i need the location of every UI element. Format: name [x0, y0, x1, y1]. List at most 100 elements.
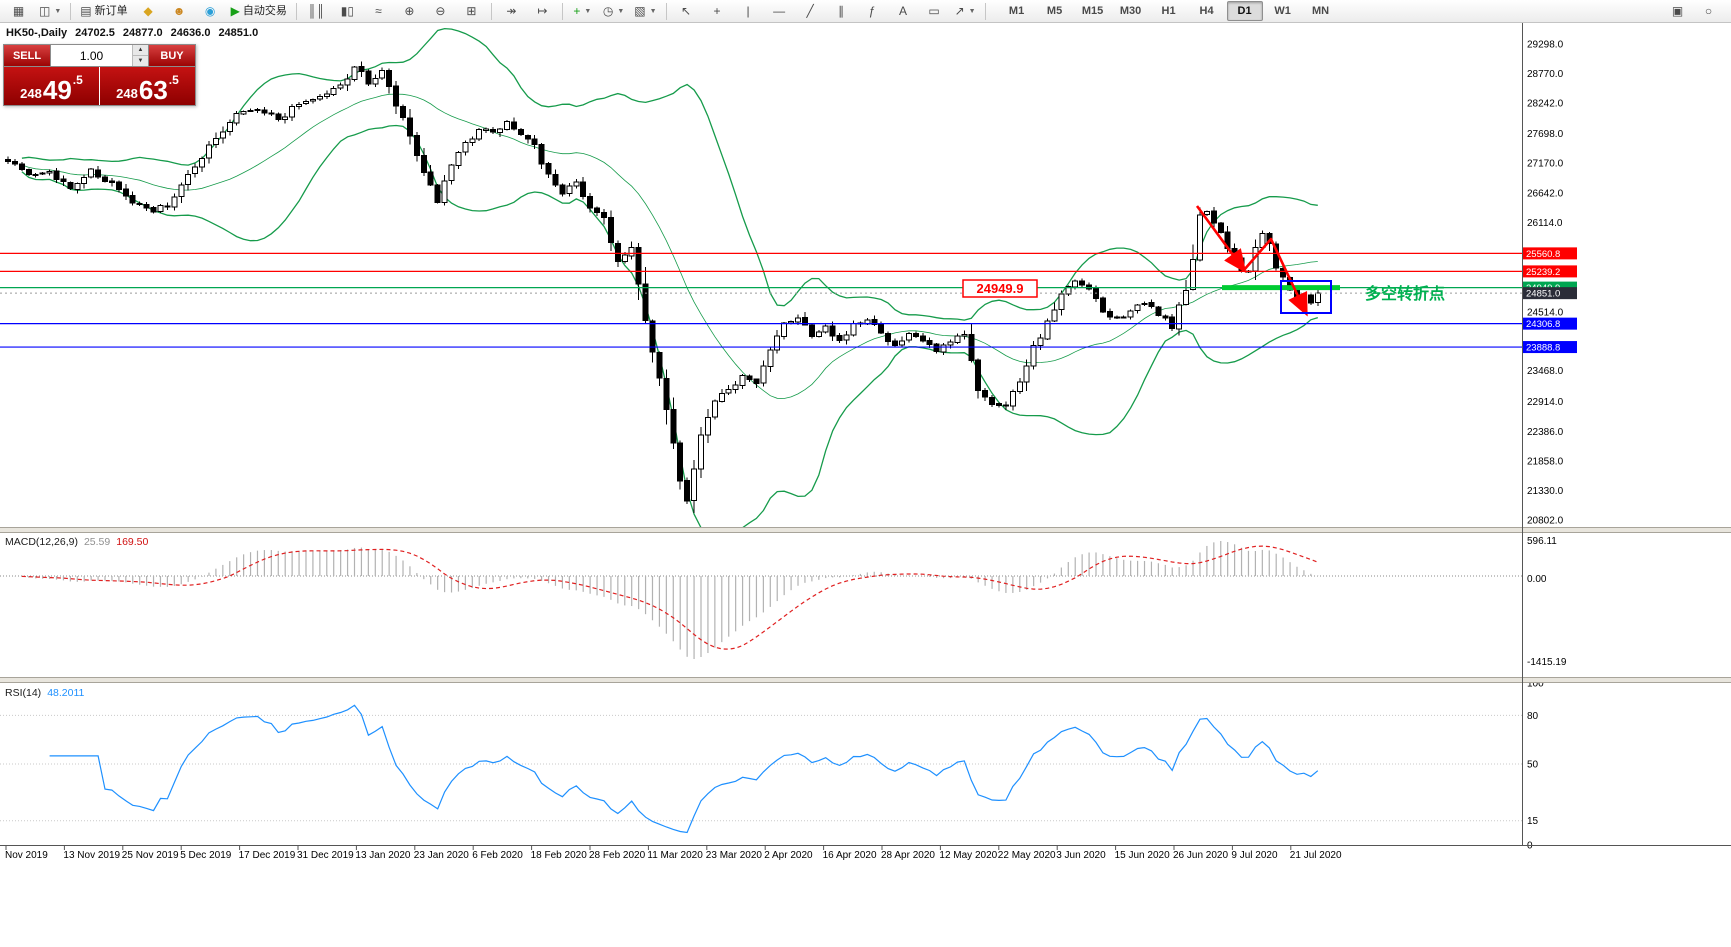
blue-highlight-box[interactable]	[1280, 280, 1332, 314]
lot-size-input[interactable]	[51, 45, 132, 66]
candle-body	[483, 128, 490, 131]
candle-body	[600, 212, 607, 218]
timeframe-M30[interactable]: M30	[1119, 5, 1142, 17]
candle-body	[670, 409, 677, 444]
timeframe-MN[interactable]: MN	[1312, 5, 1330, 17]
trendline-button[interactable]: ╱	[796, 1, 825, 22]
periods-button[interactable]: ◷ ▼	[599, 1, 628, 22]
autotrading-button[interactable]: ▶ 自动交易	[227, 1, 291, 22]
candle-body	[892, 340, 899, 347]
candlestick-chart-icon: ▮▯	[340, 4, 354, 18]
profiles-button[interactable]: ◫ ▼	[35, 1, 65, 22]
candle-body	[829, 325, 836, 337]
candle-body	[559, 184, 566, 195]
panel-splitter[interactable]	[0, 677, 1731, 683]
candle-body	[989, 396, 996, 405]
zoom-in-button[interactable]: ⊕	[395, 1, 424, 22]
timeframe-M5[interactable]: M5	[1046, 5, 1063, 17]
lot-increase-icon[interactable]: ▲	[133, 45, 148, 56]
candle-body	[1051, 309, 1058, 322]
date-axis-label: 23 Mar 2020	[706, 850, 763, 861]
window-layout-button[interactable]: ▣	[1663, 1, 1692, 22]
indicators-button[interactable]: + ▼	[568, 1, 597, 22]
cursor-button[interactable]: ↖	[672, 1, 701, 22]
bar-chart-icon: ║║	[307, 4, 325, 18]
arrows-button[interactable]: ↗ ▼	[951, 1, 980, 22]
candle-body	[393, 85, 400, 107]
vertical-line-button[interactable]: |	[734, 1, 763, 22]
current-price-tag	[1523, 287, 1577, 300]
red-arrow-1[interactable]	[1195, 205, 1247, 274]
bar-chart-button[interactable]: ║║	[302, 1, 331, 22]
candle-body	[801, 316, 808, 326]
panel-splitter[interactable]	[0, 527, 1731, 533]
candle-body	[649, 320, 656, 353]
horizontal-line-button[interactable]: —	[765, 1, 794, 22]
auto-scroll-button[interactable]: ↠	[497, 1, 526, 22]
lot-size-stepper: ▲ ▼	[132, 45, 148, 66]
macd-scale-label: 0.00	[1527, 574, 1547, 585]
candle-body	[905, 332, 912, 341]
buy-button[interactable]: BUY	[149, 45, 195, 66]
tile-windows-button[interactable]: ⊞	[457, 1, 486, 22]
candle-body	[1099, 297, 1106, 313]
price-callout-box[interactable]	[962, 279, 1038, 298]
mql5-button[interactable]: ◉	[196, 1, 225, 22]
red-arrow-2[interactable]	[1243, 237, 1308, 317]
candle-body	[594, 207, 601, 214]
timeframe-H4[interactable]: H4	[1199, 5, 1214, 17]
zoom-out-button[interactable]: ⊖	[426, 1, 455, 22]
new-order-button[interactable]: ▤ 新订单	[76, 1, 131, 22]
candle-body	[344, 78, 351, 86]
chart-shift-button[interactable]: ↦	[528, 1, 557, 22]
date-axis-label: 2 Apr 2020	[764, 850, 813, 861]
community-button[interactable]: ☻	[165, 1, 194, 22]
text-label-button[interactable]: ▭	[920, 1, 949, 22]
date-axis-label: 28 Feb 2020	[589, 850, 646, 861]
turning-point-label[interactable]: 多空转折点	[1365, 284, 1445, 303]
buy-price-button[interactable]: 248 63 .5	[100, 67, 195, 105]
timeframe-H1[interactable]: H1	[1161, 5, 1176, 17]
sell-price-button[interactable]: 248 49 .5	[4, 67, 100, 105]
toolbar-separator	[70, 2, 72, 20]
candle-body	[497, 128, 504, 134]
timeframe-M1[interactable]: M1	[1008, 5, 1025, 17]
text-button[interactable]: A	[889, 1, 918, 22]
sell-button[interactable]: SELL	[4, 45, 50, 66]
ohlc-low: 24636.0	[170, 27, 211, 39]
candle-body	[822, 325, 829, 333]
candle-body	[240, 110, 247, 115]
channel-button[interactable]: ∥	[827, 1, 856, 22]
indicators-icon: +	[573, 4, 581, 18]
timeframe-D1[interactable]: D1	[1226, 1, 1263, 21]
line-chart-button[interactable]: ≈	[364, 1, 393, 22]
candle-body	[1203, 210, 1210, 216]
metaeditor-button[interactable]: ◆	[134, 1, 163, 22]
candle-body	[552, 174, 559, 186]
crosshair-button[interactable]: +	[703, 1, 732, 22]
timeframe-M15[interactable]: M15	[1081, 5, 1104, 17]
candle-body	[1037, 337, 1044, 347]
candle-body	[427, 171, 434, 186]
auto-scroll-icon: ↠	[506, 4, 517, 18]
zoom-out-icon: ⊖	[435, 4, 446, 18]
bollinger-middle-band	[21, 93, 1318, 399]
channel-icon: ∥	[838, 4, 845, 18]
timeframe-W1[interactable]: W1	[1274, 5, 1291, 17]
new-chart-button[interactable]: ▦	[4, 1, 33, 22]
date-axis-label: 23 Jan 2020	[414, 850, 469, 861]
macd-scale-label: 596.11	[1527, 536, 1557, 547]
candle-body	[1307, 294, 1314, 304]
date-axis-label: 13 Nov 2019	[63, 850, 120, 861]
macd-signal-line	[21, 545, 1319, 650]
date-axis-label: 5 Dec 2019	[180, 850, 232, 861]
lot-decrease-icon[interactable]: ▼	[133, 56, 148, 66]
search-button[interactable]: ○	[1694, 1, 1723, 22]
candle-body	[698, 434, 704, 470]
templates-button[interactable]: ▧ ▼	[630, 1, 660, 22]
fibonacci-button[interactable]: ƒ	[858, 1, 887, 22]
candle-body	[850, 323, 857, 336]
zoom-in-icon: ⊕	[404, 4, 415, 18]
lot-size-field: ▲ ▼	[50, 45, 149, 66]
candlestick-chart-button[interactable]: ▮▯	[333, 1, 362, 22]
